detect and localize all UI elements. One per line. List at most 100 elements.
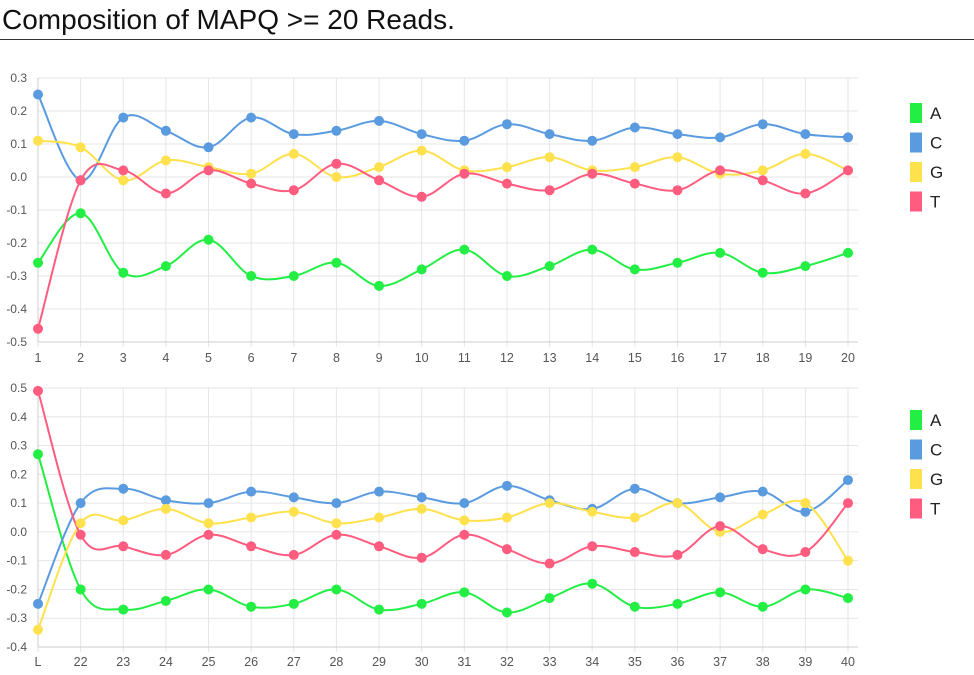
data-point-C[interactable]	[160, 125, 171, 136]
data-point-A[interactable]	[800, 261, 811, 272]
data-point-T[interactable]	[288, 185, 299, 196]
legend-label-G[interactable]: G	[930, 470, 943, 489]
data-point-C[interactable]	[288, 129, 299, 140]
data-point-G[interactable]	[118, 515, 129, 526]
data-point-T[interactable]	[33, 385, 43, 396]
legend-label-G[interactable]: G	[930, 163, 943, 182]
data-point-G[interactable]	[629, 162, 640, 173]
legend-swatch-C[interactable]	[910, 439, 922, 460]
data-point-G[interactable]	[757, 165, 768, 176]
data-point-C[interactable]	[331, 498, 342, 509]
data-point-C[interactable]	[374, 486, 385, 497]
data-point-A[interactable]	[288, 598, 299, 609]
data-point-T[interactable]	[331, 529, 342, 540]
data-point-G[interactable]	[75, 142, 86, 153]
data-point-A[interactable]	[715, 587, 726, 598]
data-point-G[interactable]	[587, 506, 598, 517]
data-point-G[interactable]	[118, 175, 129, 186]
data-point-C[interactable]	[118, 112, 129, 123]
legend-swatch-G[interactable]	[910, 162, 922, 182]
legend-label-A[interactable]: A	[930, 411, 942, 430]
legend-swatch-T[interactable]	[910, 191, 922, 212]
data-point-A[interactable]	[672, 598, 683, 609]
data-point-C[interactable]	[715, 132, 726, 143]
data-point-C[interactable]	[629, 483, 640, 494]
data-point-G[interactable]	[757, 509, 768, 520]
data-point-A[interactable]	[416, 264, 427, 275]
data-point-A[interactable]	[160, 595, 171, 606]
data-point-G[interactable]	[800, 148, 811, 159]
data-point-A[interactable]	[118, 604, 129, 615]
data-point-A[interactable]	[331, 584, 342, 595]
data-point-T[interactable]	[203, 529, 214, 540]
legend-swatch-A[interactable]	[910, 103, 922, 123]
data-point-G[interactable]	[501, 512, 512, 523]
legend-swatch-C[interactable]	[910, 132, 922, 153]
data-point-A[interactable]	[459, 587, 470, 598]
data-point-A[interactable]	[33, 257, 43, 268]
data-point-C[interactable]	[800, 506, 811, 517]
data-point-A[interactable]	[757, 601, 768, 612]
legend-label-T[interactable]: T	[930, 500, 940, 519]
data-point-A[interactable]	[843, 247, 853, 258]
data-point-G[interactable]	[672, 498, 683, 509]
data-point-T[interactable]	[501, 178, 512, 189]
data-point-C[interactable]	[757, 119, 768, 130]
data-point-G[interactable]	[203, 518, 214, 529]
data-point-C[interactable]	[757, 486, 768, 497]
data-point-C[interactable]	[33, 89, 43, 100]
data-point-T[interactable]	[203, 165, 214, 176]
data-point-A[interactable]	[587, 578, 598, 589]
legend-swatch-T[interactable]	[910, 498, 922, 519]
data-point-T[interactable]	[459, 168, 470, 179]
data-point-A[interactable]	[459, 244, 470, 255]
data-point-G[interactable]	[331, 172, 342, 182]
data-point-A[interactable]	[160, 261, 171, 272]
data-point-T[interactable]	[843, 498, 853, 509]
data-point-G[interactable]	[544, 152, 555, 163]
legend-swatch-A[interactable]	[910, 410, 922, 430]
data-point-G[interactable]	[459, 515, 470, 526]
data-point-T[interactable]	[416, 191, 427, 202]
data-point-T[interactable]	[629, 178, 640, 189]
data-point-A[interactable]	[203, 234, 214, 245]
legend-label-A[interactable]: A	[930, 104, 942, 123]
data-point-T[interactable]	[544, 558, 555, 569]
data-point-C[interactable]	[374, 115, 385, 126]
data-point-T[interactable]	[374, 175, 385, 186]
data-point-G[interactable]	[544, 498, 555, 509]
data-point-C[interactable]	[501, 480, 512, 491]
data-point-G[interactable]	[288, 506, 299, 517]
data-point-A[interactable]	[544, 261, 555, 272]
data-point-T[interactable]	[459, 529, 470, 540]
data-point-C[interactable]	[203, 498, 214, 509]
data-point-A[interactable]	[203, 584, 214, 595]
data-point-T[interactable]	[33, 323, 43, 334]
data-point-T[interactable]	[672, 549, 683, 560]
data-point-T[interactable]	[757, 544, 768, 555]
data-point-A[interactable]	[246, 271, 257, 281]
data-point-G[interactable]	[160, 155, 171, 166]
data-point-G[interactable]	[672, 152, 683, 163]
data-point-T[interactable]	[160, 188, 171, 199]
data-point-C[interactable]	[331, 125, 342, 136]
data-point-T[interactable]	[587, 168, 598, 179]
data-point-G[interactable]	[331, 518, 342, 529]
data-point-A[interactable]	[246, 601, 257, 612]
legend-label-T[interactable]: T	[930, 193, 940, 212]
data-point-C[interactable]	[459, 135, 470, 146]
legend-swatch-G[interactable]	[910, 469, 922, 489]
data-point-T[interactable]	[416, 552, 427, 563]
data-point-C[interactable]	[544, 129, 555, 140]
data-point-C[interactable]	[246, 486, 257, 497]
data-point-T[interactable]	[800, 547, 811, 558]
data-point-A[interactable]	[544, 593, 555, 604]
data-point-G[interactable]	[800, 498, 811, 509]
data-point-G[interactable]	[843, 555, 853, 566]
data-point-G[interactable]	[33, 624, 43, 635]
data-point-A[interactable]	[374, 604, 385, 615]
data-point-G[interactable]	[75, 518, 86, 529]
data-point-T[interactable]	[715, 165, 726, 176]
data-point-T[interactable]	[246, 541, 257, 552]
data-point-C[interactable]	[629, 122, 640, 133]
